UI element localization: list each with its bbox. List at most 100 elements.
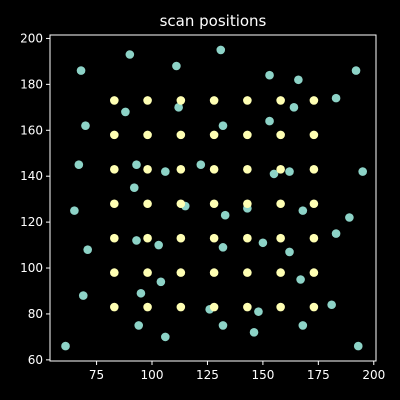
series-1-point-1 xyxy=(76,66,86,75)
series-2-point-19 xyxy=(243,165,252,174)
series-1-point-7 xyxy=(351,66,361,75)
series-2-point-44 xyxy=(143,302,152,312)
series-2-point-47 xyxy=(243,302,252,312)
series-1-point-21 xyxy=(358,167,367,176)
series-2-point-18 xyxy=(209,165,219,174)
series-2-point-36 xyxy=(110,268,119,277)
y-tick-label: 160 xyxy=(20,123,43,137)
series-1-point-40 xyxy=(254,307,263,316)
series-2-point-46 xyxy=(209,302,219,312)
series-2-point-17 xyxy=(176,165,186,174)
series-2-point-45 xyxy=(176,302,186,312)
series-2-point-15 xyxy=(110,165,119,174)
series-2-point-25 xyxy=(209,199,219,209)
series-1-point-46 xyxy=(218,321,228,330)
series-2-point-37 xyxy=(143,268,152,277)
series-2-point-38 xyxy=(176,268,186,277)
series-2-point-5 xyxy=(243,96,252,105)
series-2-point-14 xyxy=(309,130,319,140)
series-2-point-35 xyxy=(309,233,319,243)
series-2-point-39 xyxy=(209,268,219,277)
series-1-point-34 xyxy=(285,247,294,257)
x-tick-label: 200 xyxy=(362,368,385,382)
chart-title: scan positions xyxy=(160,12,267,30)
x-tick-label: 75 xyxy=(89,368,104,382)
x-tick-label: 100 xyxy=(141,368,164,382)
series-1-point-31 xyxy=(154,240,163,250)
series-2-point-9 xyxy=(143,130,152,140)
plot-frame xyxy=(49,34,377,362)
series-2-point-48 xyxy=(276,302,285,312)
y-tick-label: 120 xyxy=(20,215,43,229)
series-2-point-22 xyxy=(110,199,119,209)
series-1-point-15 xyxy=(74,160,84,170)
axes: 75 100 125 150 175 200 60 80 100 120 140 160 180 200 xyxy=(20,31,385,382)
series-1-point-8 xyxy=(81,121,90,130)
series-2-point-30 xyxy=(143,233,152,243)
series-1-point-36 xyxy=(78,291,88,300)
series-1-point-28 xyxy=(345,213,354,222)
series-1-point-25 xyxy=(220,210,230,220)
series-1-point-3 xyxy=(172,61,181,71)
series-1-point-35 xyxy=(331,229,341,238)
series-1-point-33 xyxy=(258,238,268,248)
series-2-point-20 xyxy=(276,165,285,174)
series-2-point-28 xyxy=(309,199,319,209)
series-1-point-22 xyxy=(70,206,79,215)
series-1-point-5 xyxy=(265,70,274,80)
y-tick-label: 80 xyxy=(28,307,43,321)
series-1-point-44 xyxy=(134,321,144,330)
x-tick-label: 175 xyxy=(307,368,330,382)
series-2-point-10 xyxy=(176,130,186,140)
series-1-point-2 xyxy=(125,50,135,59)
series-1-point-48 xyxy=(298,321,308,330)
series-2-point-12 xyxy=(243,130,252,140)
series-1-point-10 xyxy=(174,103,183,112)
series-2-point-33 xyxy=(243,233,252,243)
series-2-point-34 xyxy=(276,233,285,243)
series-1-point-27 xyxy=(298,206,308,215)
series-2-point-16 xyxy=(143,165,152,174)
series-1-point-9 xyxy=(121,107,130,117)
series-1-point-11 xyxy=(218,121,228,130)
series-1-point-38 xyxy=(156,277,166,287)
series-2-point-42 xyxy=(309,268,319,277)
series-2-point-7 xyxy=(309,96,319,105)
series-1-point-45 xyxy=(161,332,170,342)
series-1-point-20 xyxy=(285,167,294,176)
series-2-point-29 xyxy=(110,233,119,243)
series-2-point-6 xyxy=(276,96,285,105)
series-1-point-13 xyxy=(289,103,299,112)
series-2-point-2 xyxy=(143,96,152,105)
y-tick-label: 180 xyxy=(20,77,43,91)
series-2-point-1 xyxy=(110,96,119,105)
series-1-point-14 xyxy=(331,93,341,103)
data-points xyxy=(61,45,367,351)
series-1-point-19 xyxy=(269,169,279,179)
series-1-point-23 xyxy=(129,183,139,192)
series-2-point-49 xyxy=(309,302,319,312)
series-1-point-47 xyxy=(249,328,259,337)
series-1-point-18 xyxy=(196,160,206,170)
series-1-point-41 xyxy=(296,275,305,284)
series-1-point-4 xyxy=(216,45,226,55)
series-2-point-31 xyxy=(176,233,186,243)
series-1-point-29 xyxy=(83,245,92,254)
series-1-point-30 xyxy=(132,236,141,245)
series-1-point-32 xyxy=(218,243,228,252)
series-2-point-23 xyxy=(143,199,152,209)
y-tick-label: 140 xyxy=(20,169,43,183)
series-2-point-32 xyxy=(209,233,219,243)
series-2-point-21 xyxy=(309,165,319,174)
y-tick-label: 100 xyxy=(20,261,43,275)
series-2-point-40 xyxy=(243,268,252,277)
series-2-point-13 xyxy=(276,130,285,140)
series-1-point-49 xyxy=(353,341,363,351)
y-tick-label: 60 xyxy=(28,353,43,367)
series-2-point-27 xyxy=(276,199,285,209)
series-2-point-11 xyxy=(209,130,219,140)
series-2-point-41 xyxy=(276,268,285,277)
y-tick-label: 200 xyxy=(20,31,43,45)
series-1-point-17 xyxy=(161,167,170,176)
